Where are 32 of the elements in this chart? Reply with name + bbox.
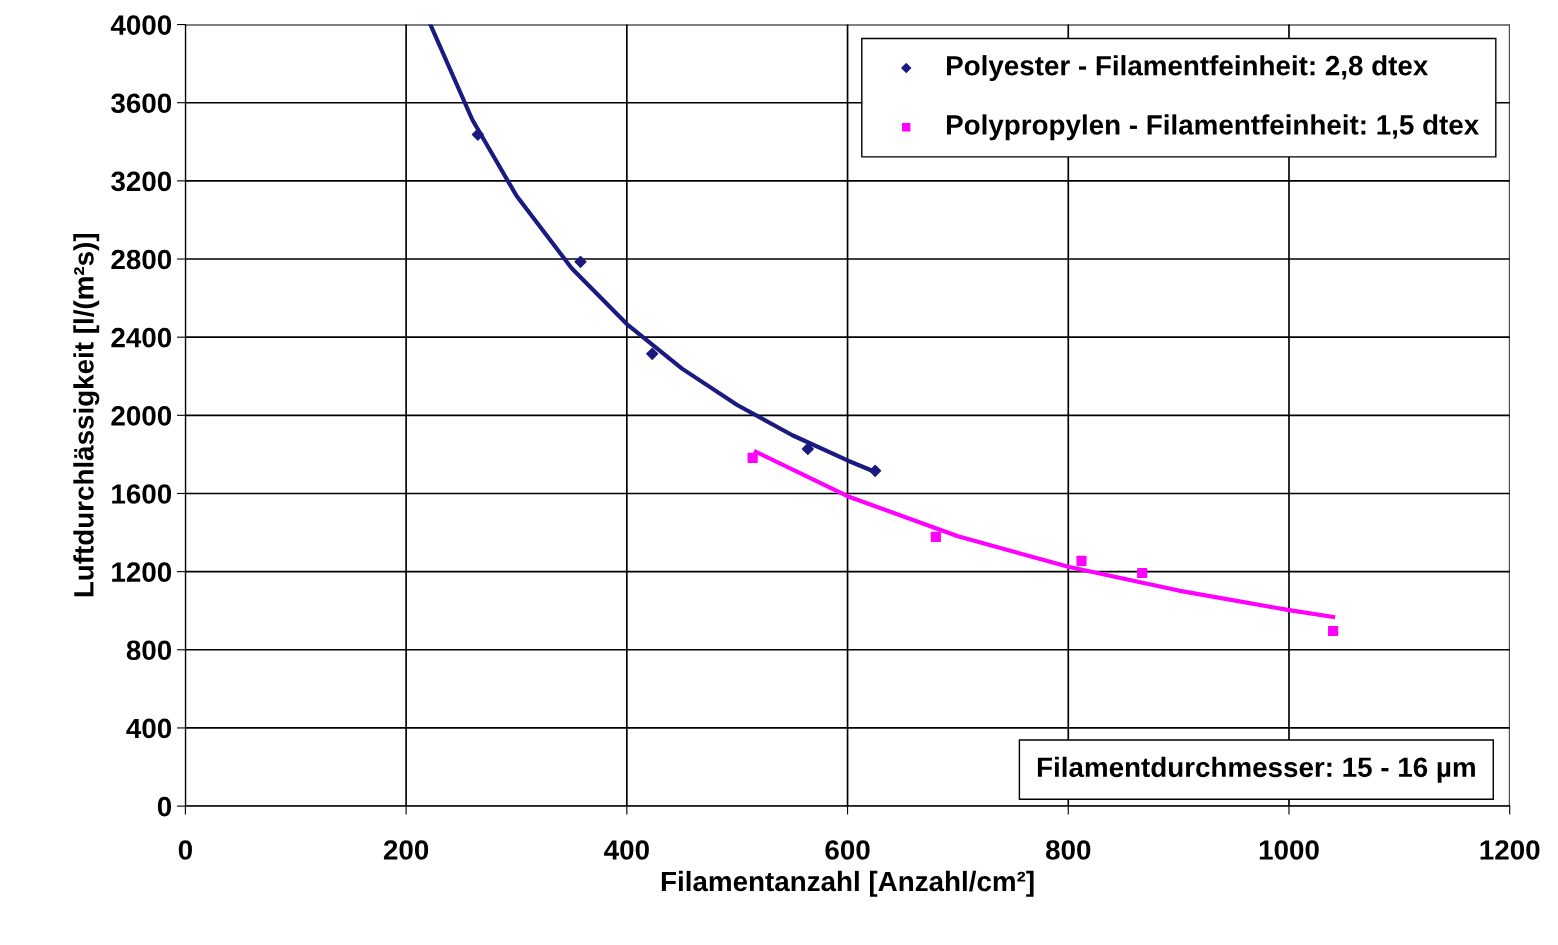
y-tick-label: 3600	[111, 93, 172, 114]
y-tick-label: 2000	[111, 406, 172, 426]
x-tick-label: 200	[383, 840, 429, 860]
y-tick-label: 2800	[111, 249, 172, 270]
x-tick-label: 1200	[1480, 840, 1540, 860]
point	[747, 452, 758, 464]
x-tick-label: 1000	[1259, 840, 1319, 860]
x-tick-label: 0	[178, 840, 192, 860]
legend-label: Polypropylen - Filamentfeinheit: 1,5 dtex	[947, 114, 1479, 141]
y-tick-label: 0	[157, 796, 172, 817]
x-tick-label: 400	[604, 840, 649, 860]
y-tick-label: 4000	[110, 15, 172, 35]
y-axis-title: Luftdurchlässigkeit [l/(m²s)]	[73, 233, 100, 597]
y-tick-label: 2400	[111, 327, 172, 348]
y-tick-label: 1600	[112, 484, 172, 504]
y-tick-label: 800	[126, 640, 172, 661]
x-axis-title: Filamentanzahl [Anzahl/cm²]	[661, 870, 1034, 897]
point	[646, 347, 659, 360]
x-tick-label: 600	[825, 840, 870, 860]
point	[801, 442, 814, 456]
point	[869, 464, 882, 477]
point	[930, 531, 941, 542]
x-tick-label: 800	[1045, 840, 1091, 860]
point	[574, 255, 587, 268]
y-tick-label: 400	[126, 718, 172, 739]
point	[1076, 555, 1087, 566]
y-tick-label: 1200	[112, 562, 172, 582]
legend-label: Polyester - Filamentfeinheit: 2,8 dtex	[947, 55, 1429, 82]
y-tick-label: 3200	[111, 171, 172, 192]
point	[1137, 567, 1148, 579]
point	[1328, 625, 1339, 637]
annotation: Filamentdurchmesser: 15 - 16 µm	[1037, 756, 1475, 783]
